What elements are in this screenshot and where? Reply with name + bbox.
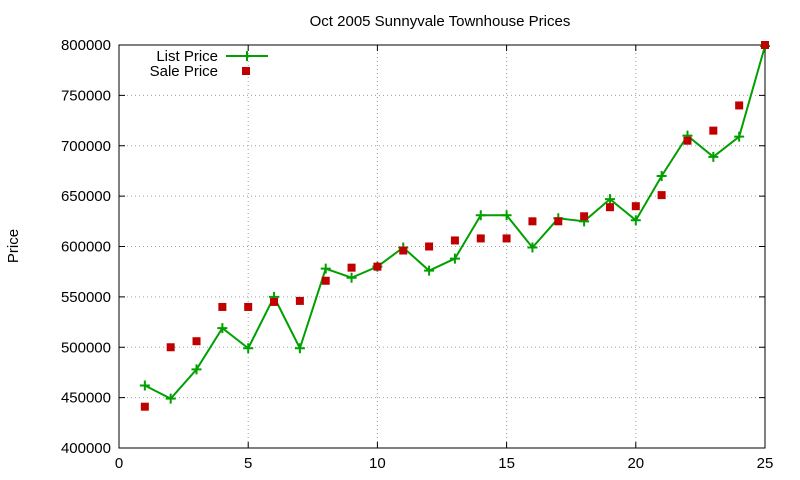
legend-label-list-price: List Price (156, 48, 218, 65)
list-price-point (475, 210, 486, 221)
axis-ticks: 0 5 10 15 20 25 400000 450000 500000 550000 600000… (61, 37, 773, 472)
sale-price-point (347, 263, 356, 272)
sale-price-point (709, 126, 718, 135)
y-tick-label: 450000 (61, 390, 111, 407)
x-tick-label: 20 (627, 455, 644, 472)
list-price-point (320, 263, 331, 274)
y-tick-label: 800000 (61, 37, 111, 54)
sale-price-point (476, 234, 485, 243)
sale-price-point (657, 191, 666, 200)
sale-price-point (580, 212, 589, 221)
sale-price-point (502, 234, 511, 243)
list-price-line (144, 45, 766, 400)
sale-price-point (140, 402, 149, 411)
list-price-point (449, 253, 460, 264)
list-price-point (217, 323, 228, 334)
sale-price-point (450, 236, 459, 245)
y-tick-label: 550000 (61, 289, 111, 306)
sale-price-point (425, 242, 434, 251)
grid (119, 45, 765, 448)
list-price-point (527, 242, 538, 253)
y-tick-label: 600000 (61, 239, 111, 256)
list-price-point (294, 343, 305, 354)
y-tick-label: 750000 (61, 87, 111, 104)
sale-price-point (554, 217, 563, 226)
sale-price-point (244, 302, 253, 311)
sale-price-point (605, 203, 614, 212)
legend-label-sale-price: Sale Price (150, 63, 218, 80)
list-price-point (630, 215, 641, 226)
list-price-point (604, 194, 615, 205)
list-price-point (243, 343, 254, 354)
sale-price-point (321, 276, 330, 285)
list-price-point (165, 393, 176, 404)
list-price-point (734, 131, 745, 142)
x-tick-label: 25 (757, 455, 774, 472)
sale-price-point (683, 136, 692, 145)
y-tick-label: 700000 (61, 138, 111, 155)
x-tick-label: 5 (244, 455, 252, 472)
list-price-point (656, 170, 667, 181)
sale-price-point (295, 296, 304, 305)
sale-price-point (192, 337, 201, 346)
sale-price-point (631, 202, 640, 211)
list-price-point (501, 210, 512, 221)
sale-price-point (373, 262, 382, 271)
x-tick-label: 15 (498, 455, 515, 472)
sale-price-point (399, 246, 408, 255)
y-axis-label: Price (5, 229, 22, 263)
list-price-point (191, 364, 202, 375)
x-tick-label: 10 (369, 455, 386, 472)
y-tick-label: 500000 (61, 339, 111, 356)
legend-marker-sale-price (242, 67, 250, 75)
sale-price-point (270, 297, 279, 306)
list-price-point (424, 265, 435, 276)
list-price-point (708, 151, 719, 162)
y-tick-label: 650000 (61, 188, 111, 205)
x-tick-label: 0 (115, 455, 123, 472)
sale-price-point (528, 217, 537, 226)
sale-price-point (166, 343, 175, 352)
sale-price-point (735, 101, 744, 110)
y-tick-label: 400000 (61, 440, 111, 457)
sale-price-point (761, 41, 769, 49)
series-group (139, 41, 770, 411)
list-price-point (139, 380, 150, 391)
legend: List Price Sale Price (150, 48, 268, 80)
sale-price-point (218, 302, 227, 311)
chart-title: Oct 2005 Sunnyvale Townhouse Prices (310, 13, 571, 30)
list-price-point (346, 272, 357, 283)
